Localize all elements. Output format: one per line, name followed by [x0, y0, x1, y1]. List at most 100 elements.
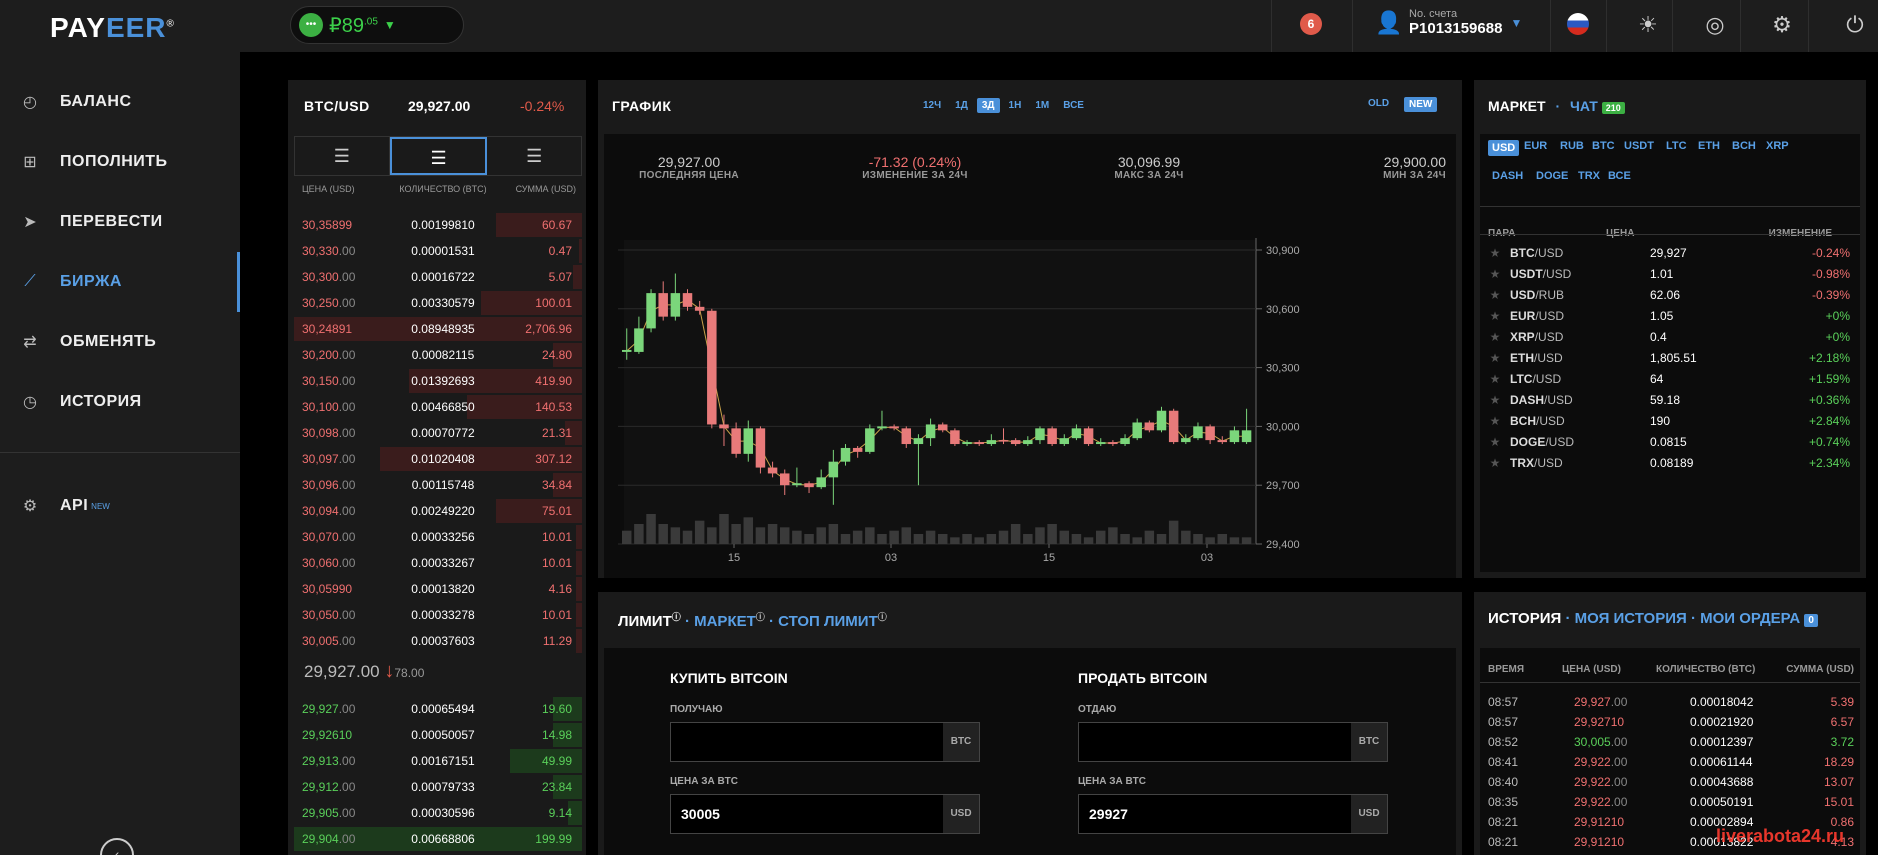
sidebar-item-2[interactable]: ➤ ПЕРЕВЕСТИ — [0, 192, 240, 252]
tab-stop-limit[interactable]: СТОП ЛИМИТ — [778, 613, 878, 630]
book-buy-view-button[interactable]: ☰ — [389, 137, 488, 175]
order-book-row[interactable]: 29,905.00 0.00030596 9.14 — [294, 800, 582, 826]
order-book-row[interactable]: 30,150.00 0.01392693 419.90 — [294, 368, 582, 394]
star-icon[interactable]: ★ — [1489, 434, 1501, 449]
candle[interactable] — [1035, 428, 1045, 441]
chart-new-button[interactable]: NEW — [1404, 97, 1438, 112]
candle[interactable] — [1181, 438, 1191, 443]
power-icon[interactable]: ⏻ — [1846, 12, 1864, 37]
order-book-row[interactable]: 29,927.00 0.00065494 19.60 — [294, 696, 582, 722]
star-icon[interactable]: ★ — [1489, 308, 1501, 323]
candle[interactable] — [986, 440, 997, 445]
sidebar-item-4[interactable]: ⇄ ОБМЕНЯТЬ — [0, 312, 240, 372]
tab-history[interactable]: ИСТОРИЯ — [1488, 610, 1562, 627]
star-icon[interactable]: ★ — [1489, 371, 1501, 386]
candle[interactable] — [670, 293, 681, 317]
chat-tab[interactable]: ЧАТ — [1570, 98, 1598, 114]
market-title[interactable]: МАРКЕТ — [1488, 98, 1546, 114]
currency-filter-eth[interactable]: ETH — [1698, 140, 1720, 152]
candle[interactable] — [1120, 438, 1130, 445]
tab-my-orders[interactable]: МОИ ОРДЕРА — [1700, 610, 1801, 627]
candle[interactable] — [865, 428, 875, 452]
candle[interactable] — [755, 428, 766, 468]
timeframe-button[interactable]: 12Ч — [923, 100, 942, 111]
chart-old-button[interactable]: OLD — [1368, 98, 1390, 109]
col-pair[interactable]: ПАРА — [1488, 228, 1515, 239]
candle[interactable] — [1241, 430, 1252, 443]
candle[interactable] — [682, 293, 693, 307]
star-icon[interactable]: ★ — [1489, 392, 1501, 407]
star-icon[interactable]: ★ — [1489, 245, 1501, 260]
balance-dropdown[interactable]: ••• ₽89.05 ▼ — [290, 6, 464, 44]
candle[interactable] — [1083, 428, 1094, 445]
order-book-row[interactable]: 30,060.00 0.00033267 10.01 — [294, 550, 582, 576]
star-icon[interactable]: ★ — [1489, 350, 1501, 365]
candle[interactable] — [731, 428, 741, 454]
col-change[interactable]: ИЗМЕНЕНИЕ — [1769, 228, 1832, 239]
candle[interactable] — [780, 473, 790, 486]
candle[interactable] — [962, 442, 972, 445]
order-book-row[interactable]: 29,913.00 0.00167151 49.99 — [294, 748, 582, 774]
candle[interactable] — [634, 328, 644, 352]
candle[interactable] — [877, 426, 887, 429]
sell-amount-field[interactable]: BTC — [1078, 722, 1388, 762]
currency-filter-usdt[interactable]: USDT — [1624, 140, 1654, 152]
timeframe-button[interactable]: 1М — [1035, 100, 1050, 111]
candle[interactable] — [719, 424, 729, 429]
sidebar-item-5[interactable]: ◷ ИСТОРИЯ — [0, 372, 240, 432]
timeframe-button[interactable]: 1Д — [955, 100, 968, 111]
order-book-row[interactable]: 30,070.00 0.00033256 10.01 — [294, 524, 582, 550]
market-row[interactable]: ★ TRX/USD 0.08189 +2.34% — [1480, 452, 1860, 473]
candle[interactable] — [1071, 428, 1082, 439]
candle[interactable] — [974, 442, 984, 445]
candle[interactable] — [840, 447, 851, 462]
currency-filter-bch[interactable]: BCH — [1732, 140, 1756, 152]
candle[interactable] — [1168, 410, 1179, 443]
candle[interactable] — [1156, 410, 1167, 431]
order-book-row[interactable]: 30,005.00 0.00037603 11.29 — [294, 628, 582, 654]
candle[interactable] — [950, 430, 960, 445]
timeframe-button[interactable]: 3Д — [976, 98, 1000, 113]
candle[interactable] — [925, 424, 936, 439]
order-book-row[interactable]: 30,300.00 0.00016722 5.07 — [294, 264, 582, 290]
candle[interactable] — [1144, 422, 1155, 431]
star-icon[interactable]: ★ — [1489, 266, 1501, 281]
market-row[interactable]: ★ DOGE/USD 0.0815 +0.74% — [1480, 431, 1860, 452]
candle[interactable] — [901, 428, 912, 445]
candle[interactable] — [1217, 440, 1228, 443]
candle[interactable] — [852, 447, 863, 452]
order-book-row[interactable]: 30,097.00 0.01020408 307.12 — [294, 446, 582, 472]
star-icon[interactable]: ★ — [1489, 329, 1501, 344]
sidebar-item-3[interactable]: ⟋ БИРЖА — [0, 252, 240, 312]
star-icon[interactable]: ★ — [1489, 413, 1501, 428]
currency-filter-rub[interactable]: RUB — [1560, 140, 1584, 152]
star-icon[interactable]: ★ — [1489, 287, 1501, 302]
order-book-row[interactable]: 30,050.00 0.00033278 10.01 — [294, 602, 582, 628]
collapse-sidebar-button[interactable]: ‹ — [100, 838, 134, 855]
candle[interactable] — [1096, 442, 1106, 445]
candle[interactable] — [828, 461, 839, 478]
currency-filter-usd[interactable]: USD — [1488, 140, 1520, 156]
order-book-row[interactable]: 30,096.00 0.00115748 34.84 — [294, 472, 582, 498]
market-row[interactable]: ★ USD/RUB 62.06 -0.39% — [1480, 284, 1860, 305]
sidebar-item-1[interactable]: ⊞ ПОПОЛНИТЬ — [0, 132, 240, 192]
currency-filter-dash[interactable]: DASH — [1492, 170, 1524, 182]
candle[interactable] — [707, 310, 717, 425]
currency-filter-xrp[interactable]: XRP — [1766, 140, 1789, 152]
candle[interactable] — [767, 467, 778, 474]
order-book-row[interactable]: 29,92610 0.00050057 14.98 — [294, 722, 582, 748]
candle[interactable] — [694, 306, 705, 311]
candle[interactable] — [1023, 440, 1033, 445]
currency-filter-trx[interactable]: TRX — [1578, 170, 1600, 182]
order-book-row[interactable]: 29,904.00 0.00668806 199.99 — [294, 826, 582, 852]
candle[interactable] — [1205, 426, 1215, 441]
tab-limit[interactable]: ЛИМИТ — [618, 613, 672, 630]
candle[interactable] — [816, 477, 826, 488]
timeframe-button[interactable]: 1Н — [1008, 100, 1022, 111]
market-row[interactable]: ★ BTC/USD 29,927 -0.24% — [1480, 242, 1860, 263]
currency-filter-btc[interactable]: BTC — [1592, 140, 1615, 152]
market-row[interactable]: ★ ETH/USD 1,805.51 +2.18% — [1480, 347, 1860, 368]
candle[interactable] — [1059, 438, 1070, 445]
currency-filter-все[interactable]: ВСЕ — [1608, 170, 1631, 182]
candle[interactable] — [998, 440, 1009, 442]
